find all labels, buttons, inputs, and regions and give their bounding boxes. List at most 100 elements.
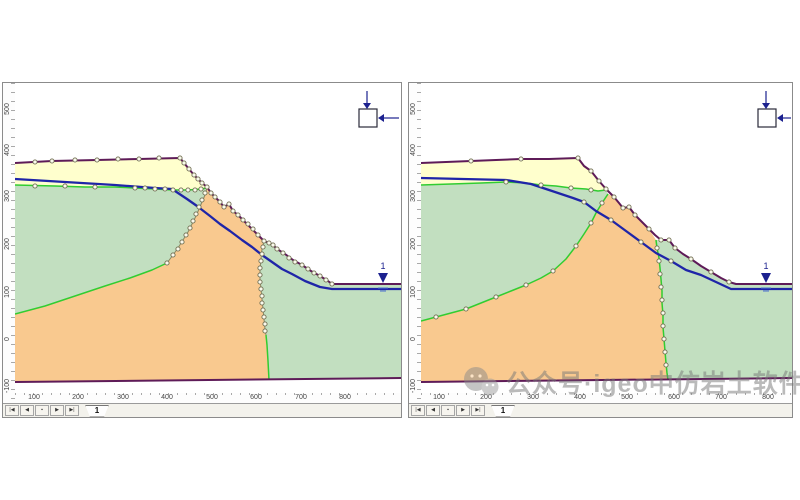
nav-button-0[interactable]: |◀ <box>5 405 19 416</box>
vertex-handle[interactable] <box>245 221 251 227</box>
vertex-handle[interactable] <box>162 186 168 192</box>
vertex-handle[interactable] <box>72 157 78 163</box>
vertex-handle[interactable] <box>523 282 529 288</box>
vertex-handle[interactable] <box>235 212 241 218</box>
vertex-handle[interactable] <box>261 314 267 320</box>
nav-button-1[interactable]: ◀ <box>20 405 34 416</box>
nav-button-3[interactable]: ▶ <box>456 405 470 416</box>
vertex-handle[interactable] <box>726 279 732 285</box>
nav-button-4[interactable]: ▶| <box>471 405 485 416</box>
vertex-handle[interactable] <box>274 246 280 252</box>
vertex-handle[interactable] <box>175 246 181 252</box>
sheet-tab-1[interactable]: 1 <box>491 404 515 417</box>
vertex-handle[interactable] <box>468 158 474 164</box>
vertex-handle[interactable] <box>323 277 329 283</box>
vertex-handle[interactable] <box>190 218 196 224</box>
vertex-handle[interactable] <box>588 168 594 174</box>
vertex-handle[interactable] <box>259 293 265 299</box>
vertex-handle[interactable] <box>660 323 666 329</box>
bedrock-line[interactable] <box>15 377 401 383</box>
vertex-handle[interactable] <box>32 159 38 165</box>
vertex-handle[interactable] <box>208 190 214 196</box>
region-green-soil-right[interactable] <box>656 240 792 380</box>
vertex-handle[interactable] <box>266 240 272 246</box>
vertex-handle[interactable] <box>305 266 311 272</box>
vertex-handle[interactable] <box>136 156 142 162</box>
vertex-handle[interactable] <box>32 183 38 189</box>
vertex-handle[interactable] <box>317 273 323 279</box>
sheet-tab-1[interactable]: 1 <box>85 404 109 417</box>
vertex-handle[interactable] <box>260 307 266 313</box>
vertex-handle[interactable] <box>329 281 335 287</box>
vertex-handle[interactable] <box>250 226 256 232</box>
nav-button-3[interactable]: ▶ <box>50 405 64 416</box>
vertex-handle[interactable] <box>588 220 594 226</box>
vertex-handle[interactable] <box>49 158 55 164</box>
vertex-handle[interactable] <box>660 310 666 316</box>
vertex-handle[interactable] <box>212 194 218 200</box>
vertex-handle[interactable] <box>608 217 614 223</box>
vertex-handle[interactable] <box>538 182 544 188</box>
vertex-handle[interactable] <box>493 294 499 300</box>
vertex-handle[interactable] <box>152 186 158 192</box>
vertex-handle[interactable] <box>202 190 208 196</box>
vertex-handle[interactable] <box>195 176 201 182</box>
vertex-handle[interactable] <box>663 362 669 368</box>
vertex-handle[interactable] <box>185 187 191 193</box>
vertex-handle[interactable] <box>599 200 605 206</box>
vertex-handle[interactable] <box>632 212 638 218</box>
vertex-handle[interactable] <box>299 262 305 268</box>
vertex-handle[interactable] <box>62 183 68 189</box>
vertex-handle[interactable] <box>688 256 694 262</box>
region-green-soil[interactable] <box>15 185 207 314</box>
nav-button-2[interactable]: ▪ <box>35 405 49 416</box>
vertex-handle[interactable] <box>199 180 205 186</box>
soil-boundary-left-green[interactable] <box>421 193 609 322</box>
vertex-handle[interactable] <box>668 258 674 264</box>
vertex-handle[interactable] <box>240 217 246 223</box>
vertex-handle[interactable] <box>620 205 626 211</box>
soil-boundary-left-green[interactable] <box>15 262 168 315</box>
vertex-handle[interactable] <box>177 155 183 161</box>
vertex-handle[interactable] <box>221 204 227 210</box>
vertex-handle[interactable] <box>260 244 266 250</box>
vertex-handle[interactable] <box>662 349 668 355</box>
vertex-handle[interactable] <box>286 255 292 261</box>
vertex-handle[interactable] <box>656 258 662 264</box>
vertex-handle[interactable] <box>92 184 98 190</box>
nav-button-1[interactable]: ◀ <box>426 405 440 416</box>
vertex-handle[interactable] <box>573 243 579 249</box>
vertex-handle[interactable] <box>186 166 192 172</box>
vertex-handle[interactable] <box>672 245 678 251</box>
vertex-handle[interactable] <box>518 156 524 162</box>
drawing-canvas[interactable]: 1 <box>15 83 401 393</box>
vertex-handle[interactable] <box>270 242 276 248</box>
vertex-handle[interactable] <box>550 268 556 274</box>
vertex-handle[interactable] <box>654 245 660 251</box>
vertex-handle[interactable] <box>179 239 185 245</box>
vertex-handle[interactable] <box>192 187 198 193</box>
vertex-handle[interactable] <box>666 237 672 243</box>
vertex-handle[interactable] <box>259 300 265 306</box>
vertex-handle[interactable] <box>115 156 121 162</box>
water-table-line[interactable] <box>15 177 401 291</box>
vertex-handle[interactable] <box>657 271 663 277</box>
vertex-handle[interactable] <box>261 238 267 244</box>
vertex-handle[interactable] <box>164 260 170 266</box>
vertex-handle[interactable] <box>217 199 223 205</box>
vertex-handle[interactable] <box>661 336 667 342</box>
vertex-handle[interactable] <box>257 279 263 285</box>
soil-boundary-vertical-green[interactable] <box>265 334 270 381</box>
vertex-handle[interactable] <box>659 297 665 303</box>
vertex-handle[interactable] <box>183 232 189 238</box>
vertex-handle[interactable] <box>262 321 268 327</box>
vertex-handle[interactable] <box>178 187 184 193</box>
vertex-handle[interactable] <box>170 252 176 258</box>
vertex-handle[interactable] <box>433 314 439 320</box>
vertex-handle[interactable] <box>626 204 632 210</box>
vertex-handle[interactable] <box>198 186 204 192</box>
vertex-handle[interactable] <box>132 185 138 191</box>
vertex-handle[interactable] <box>611 194 617 200</box>
vertex-handle[interactable] <box>463 306 469 312</box>
vertex-handle[interactable] <box>575 155 581 161</box>
